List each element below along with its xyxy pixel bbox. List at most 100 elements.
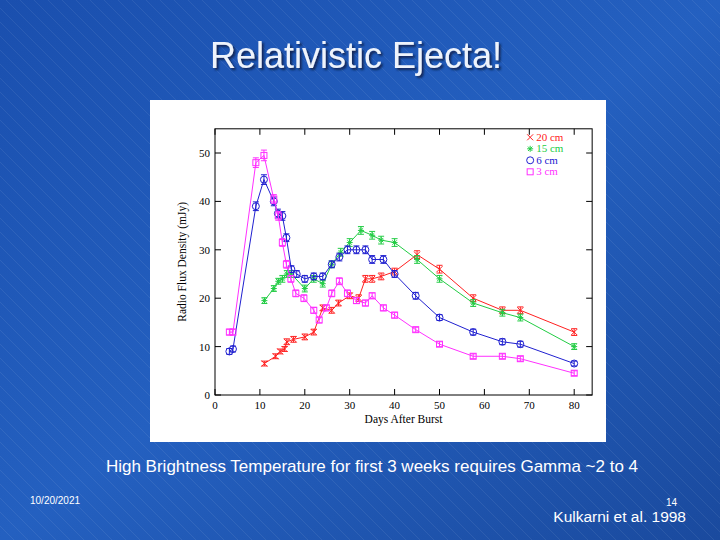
data-point [316,317,322,323]
marker-part [392,312,398,318]
data-point [319,273,326,280]
error-bar-stem [286,234,287,242]
error-bar-cap [437,265,443,266]
marker-part [380,305,386,311]
error-bar [335,300,341,306]
marker-part [436,314,443,321]
texture-line [0,0,84,540]
error-bar-cap [275,211,281,212]
error-bar-cap [311,282,317,283]
legend-marker [527,146,533,152]
data-point [517,307,523,313]
error-bar [499,354,505,359]
marker-part [272,286,276,290]
texture-line [0,0,98,540]
error-bar-cap [517,313,523,314]
marker-part [528,147,532,151]
error-bar [261,175,267,185]
error-bar-stem [372,293,373,299]
data-point [571,344,577,350]
error-bar [336,253,342,261]
data-point [517,356,523,362]
error-bar [261,298,267,304]
x-tick-label: 70 [524,399,536,411]
error-bar-cap [362,282,368,283]
marker-part [470,353,476,359]
data-point [517,341,524,348]
data-point [288,276,294,282]
error-bar-cap [378,236,384,237]
error-bar [323,305,329,311]
error-bar-cap [517,306,523,307]
error-bar [499,309,505,316]
data-point [344,290,350,296]
error-bar [369,275,375,282]
error-bar [329,261,335,268]
data-point [271,196,277,202]
marker-part [336,254,343,261]
marker-part [571,329,577,335]
x-tick-label: 40 [389,399,401,411]
error-bar-stem [502,354,503,359]
marker-part [348,240,352,244]
data-point [470,329,477,336]
error-bar [226,329,232,335]
error-bar-stem [304,275,305,282]
data-point [362,246,369,253]
error-bar [320,273,326,280]
error-bar [279,275,285,282]
marker-part [571,370,577,376]
texture-line [0,0,42,540]
marker-part [517,307,523,313]
error-bar [362,300,368,306]
marker-part [437,277,441,281]
texture [0,0,720,540]
error-bar-stem [313,273,314,280]
data-point [301,275,308,282]
marker-part [260,176,267,183]
error-bar-stem [365,246,366,254]
error-bar [329,261,335,268]
marker-part [437,266,443,272]
series [226,150,577,376]
legend-marker [527,134,533,140]
error-bar [517,307,523,314]
error-bar-cap [283,268,289,269]
error-bar [378,273,384,280]
error-bar-stem [331,261,332,268]
error-bar-cap [261,174,267,175]
texture-line [636,0,720,540]
error-bar [362,246,368,254]
marker-part [392,240,396,244]
x-tick [439,389,440,395]
data-point [392,312,398,318]
error-bar-cap [283,260,289,261]
legend: 20 cm15 cm6 cm3 cm [527,131,564,178]
error-bar [437,275,443,282]
series [226,175,578,367]
data-point [302,286,308,292]
error-bar-stem [347,290,348,297]
error-bar [571,371,577,376]
marker-part [370,233,374,237]
marker-part [413,327,419,333]
data-point [261,298,267,304]
marker-part [362,276,368,282]
y-tick [586,201,592,202]
plot-frame [215,129,592,395]
error-bar [302,285,308,292]
page-number: 14 [666,497,678,508]
x-tick-label: 80 [569,399,581,411]
error-bar-cap [437,282,443,283]
data-point [353,298,359,304]
marker-part [321,281,325,285]
error-bar-cap [414,255,420,256]
data-point [392,240,398,246]
marker-part [571,360,578,367]
marker-part [323,305,329,311]
marker-part [282,346,288,352]
data-point [571,370,577,376]
marker-part [470,329,477,336]
data-point [310,273,317,280]
y-tick-label: 50 [199,147,211,159]
